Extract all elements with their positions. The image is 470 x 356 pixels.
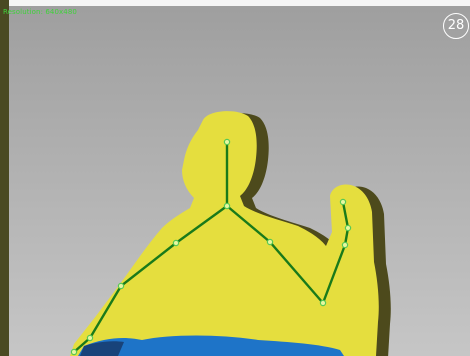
joint-head	[223, 138, 231, 146]
bone-elbow-left-wrist-left	[321, 243, 347, 305]
bone-shoulder-right-elbow-right	[119, 241, 178, 288]
floor-shadow	[80, 341, 124, 356]
bone-hand-right-lower	[72, 336, 92, 354]
bone-neck-shoulder-right	[174, 204, 229, 245]
skeleton-bones	[72, 140, 350, 354]
bone-neck-shoulder-left	[225, 204, 272, 244]
bone-shoulder-left-elbow-left	[268, 240, 325, 305]
skeleton-joints	[70, 138, 352, 356]
bone-hand-left-fingertip-left	[341, 200, 350, 230]
joint-hand-right	[86, 334, 94, 342]
body-silhouette	[70, 111, 379, 356]
joint-elbow-left	[319, 299, 327, 307]
floor-region	[78, 335, 344, 356]
joint-shoulder-right	[172, 239, 180, 247]
joint-neck	[223, 202, 231, 210]
joint-elbow-right	[117, 282, 125, 290]
joint-wrist-left	[341, 241, 349, 249]
joint-fingertip-left	[339, 198, 347, 206]
joint-hand-left	[344, 224, 352, 232]
bone-elbow-right-hand-right	[88, 284, 123, 340]
left-border	[0, 0, 9, 356]
joint-shoulder-left	[266, 238, 274, 246]
frame-counter-badge: 28	[443, 13, 469, 39]
resolution-label: Resolution: 640x480	[3, 8, 77, 16]
top-band	[0, 0, 470, 6]
joint-foot-right	[70, 348, 78, 356]
